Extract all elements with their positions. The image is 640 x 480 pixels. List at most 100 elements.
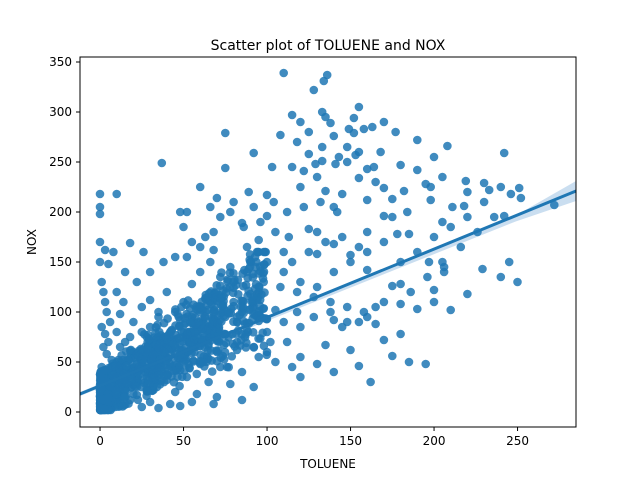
- data-point: [459, 201, 469, 211]
- data-point: [104, 363, 113, 373]
- data-point: [195, 182, 205, 192]
- data-point: [95, 257, 105, 267]
- data-point: [118, 402, 127, 411]
- data-point: [506, 189, 516, 199]
- data-point: [104, 259, 113, 269]
- data-point: [216, 293, 225, 303]
- regression-line: [79, 189, 577, 396]
- data-point: [255, 262, 265, 271]
- data-point: [371, 319, 380, 329]
- data-point: [337, 232, 347, 242]
- data-point: [379, 211, 389, 221]
- data-point: [292, 287, 302, 297]
- data-point: [132, 277, 142, 287]
- data-point: [137, 402, 147, 412]
- data-point: [157, 366, 166, 376]
- data-point: [499, 148, 509, 158]
- data-point: [403, 207, 412, 217]
- data-point: [296, 277, 305, 287]
- data-point: [102, 307, 111, 317]
- data-point: [346, 257, 355, 267]
- data-point: [99, 342, 108, 352]
- data-point: [256, 217, 265, 227]
- data-point: [443, 141, 452, 151]
- data-point: [133, 395, 143, 405]
- data-point: [237, 395, 247, 405]
- x-tick-label: 200: [423, 434, 446, 448]
- data-point: [279, 247, 289, 257]
- data-point: [196, 303, 206, 312]
- data-point: [115, 309, 125, 319]
- data-point: [206, 202, 215, 212]
- data-point: [312, 227, 322, 237]
- data-point: [342, 157, 352, 167]
- data-point: [393, 229, 402, 239]
- data-point: [154, 307, 163, 317]
- data-point: [186, 338, 195, 348]
- data-point: [155, 327, 164, 337]
- data-point: [496, 182, 506, 192]
- data-point: [187, 279, 197, 289]
- x-tick-label: 250: [506, 434, 529, 448]
- data-point: [222, 362, 232, 372]
- data-point: [221, 338, 231, 348]
- data-point: [359, 307, 369, 317]
- data-point: [276, 130, 285, 140]
- data-point: [195, 356, 205, 366]
- data-point: [299, 166, 309, 176]
- data-point: [95, 189, 105, 199]
- data-point: [111, 386, 121, 395]
- data-point: [479, 197, 489, 207]
- data-point: [254, 334, 263, 343]
- data-point: [287, 162, 297, 172]
- data-point: [145, 334, 154, 344]
- data-point: [170, 387, 180, 397]
- data-point: [354, 317, 364, 327]
- data-point: [396, 160, 405, 170]
- data-point: [173, 372, 182, 382]
- x-tick-label: 100: [256, 434, 279, 448]
- data-point: [226, 207, 235, 217]
- data-point: [162, 287, 172, 297]
- data-point: [312, 172, 322, 182]
- data-point: [262, 211, 272, 221]
- data-point: [206, 257, 215, 267]
- data-point: [112, 287, 121, 297]
- data-point: [504, 257, 514, 267]
- data-point: [125, 238, 135, 248]
- data-point: [349, 113, 359, 123]
- data-point: [119, 297, 128, 307]
- data-point: [214, 324, 224, 334]
- data-point: [448, 202, 457, 212]
- data-point: [404, 357, 414, 367]
- data-point: [177, 302, 186, 312]
- data-point: [329, 131, 339, 141]
- data-point: [217, 268, 226, 277]
- data-point: [136, 344, 146, 354]
- y-tick-label: 50: [57, 355, 72, 369]
- data-point: [413, 165, 422, 175]
- data-point: [209, 399, 218, 409]
- data-point: [223, 277, 232, 286]
- data-point: [284, 232, 294, 242]
- data-point: [396, 279, 405, 289]
- data-point: [186, 318, 195, 327]
- data-point: [175, 401, 185, 411]
- data-point: [134, 351, 143, 361]
- data-point: [254, 235, 263, 245]
- data-point: [379, 335, 389, 345]
- data-point: [296, 352, 305, 362]
- data-point: [187, 237, 197, 247]
- data-point: [388, 281, 397, 291]
- data-point: [159, 347, 168, 356]
- data-point: [260, 247, 270, 257]
- data-point: [111, 362, 120, 371]
- data-point: [331, 159, 340, 169]
- y-tick-label: 100: [49, 305, 72, 319]
- data-point: [326, 118, 335, 128]
- data-point: [362, 227, 372, 237]
- data-point: [271, 357, 280, 367]
- x-tick-label: 150: [339, 434, 362, 448]
- data-point: [319, 76, 329, 86]
- data-point: [174, 312, 183, 322]
